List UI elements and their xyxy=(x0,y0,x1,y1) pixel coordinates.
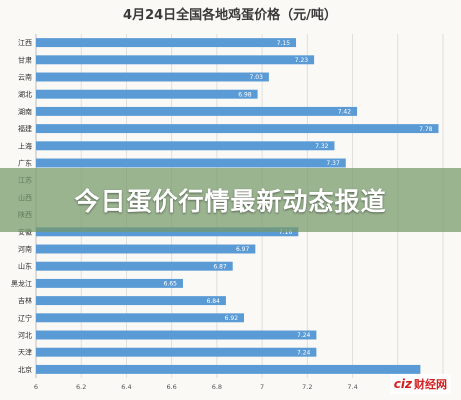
x-tick-label: 7.2 xyxy=(302,383,312,391)
data-label: 7.03 xyxy=(250,74,264,81)
category-label: 吉林 xyxy=(18,296,32,305)
category-label: 江西 xyxy=(18,39,32,47)
category-label: 黑龙江 xyxy=(11,279,32,288)
bar xyxy=(36,124,439,134)
bar xyxy=(36,158,346,168)
bar xyxy=(36,244,256,254)
data-label: 7.24 xyxy=(297,332,311,339)
x-tick-label: 6.8 xyxy=(212,383,222,391)
bar xyxy=(36,141,335,151)
watermark: ciz 财经网 xyxy=(389,374,451,394)
bar xyxy=(36,106,358,116)
bar xyxy=(36,364,421,374)
data-label: 7.37 xyxy=(326,160,340,167)
x-tick-label: 7 xyxy=(260,383,264,391)
bar xyxy=(36,330,317,340)
category-label: 天津 xyxy=(18,349,32,357)
category-label: 河南 xyxy=(18,245,32,254)
bar xyxy=(36,347,317,357)
category-label: 湖北 xyxy=(18,90,32,99)
x-tick-label: 6 xyxy=(34,383,38,391)
bar xyxy=(36,296,226,306)
category-label: 湖南 xyxy=(18,107,32,116)
x-tick-label: 6.6 xyxy=(166,383,176,391)
data-label: 7.24 xyxy=(297,349,311,356)
data-label: 7.78 xyxy=(419,126,433,133)
bar xyxy=(36,55,315,65)
x-tick-label: 6.4 xyxy=(121,383,131,391)
data-label: 7.42 xyxy=(338,109,352,116)
x-axis-ticks: 66.26.46.66.877.27.47.67.8 xyxy=(34,383,448,391)
headline-text: 今日蛋价行情最新动态报道 xyxy=(74,187,387,216)
data-label: 6.65 xyxy=(164,281,178,288)
data-label: 7.16 xyxy=(279,229,293,236)
bar xyxy=(36,261,233,271)
data-label: 6.98 xyxy=(238,91,252,98)
category-label: 北京 xyxy=(18,365,32,374)
data-label: 7.32 xyxy=(315,143,329,150)
data-label: 6.87 xyxy=(213,263,227,270)
category-label: 山东 xyxy=(18,262,32,271)
data-label: 7.15 xyxy=(277,40,291,47)
category-label: 福建 xyxy=(18,124,32,133)
bar xyxy=(36,89,258,99)
category-label: 云南 xyxy=(18,73,32,82)
watermark-name: 财经网 xyxy=(414,378,447,391)
data-label: 6.97 xyxy=(236,246,250,253)
x-tick-label: 7.4 xyxy=(347,383,357,391)
chart-title: 4月24日全国各地鸡蛋价格（元/吨） xyxy=(123,7,337,23)
category-label: 河北 xyxy=(18,332,32,340)
bar xyxy=(36,313,245,323)
bar xyxy=(36,38,297,48)
headline-banner xyxy=(0,168,461,232)
bar xyxy=(36,72,269,82)
watermark-logo: ciz xyxy=(393,377,412,391)
category-label: 甘肃 xyxy=(18,55,32,64)
bar xyxy=(36,278,183,288)
data-label: 6.84 xyxy=(207,298,221,305)
category-label: 上海 xyxy=(18,141,32,150)
x-tick-label: 6.2 xyxy=(76,383,86,391)
category-label: 辽宁 xyxy=(18,313,32,322)
data-label: 7.23 xyxy=(295,57,309,64)
category-label: 广东 xyxy=(18,159,32,168)
data-label: 6.92 xyxy=(225,315,239,322)
